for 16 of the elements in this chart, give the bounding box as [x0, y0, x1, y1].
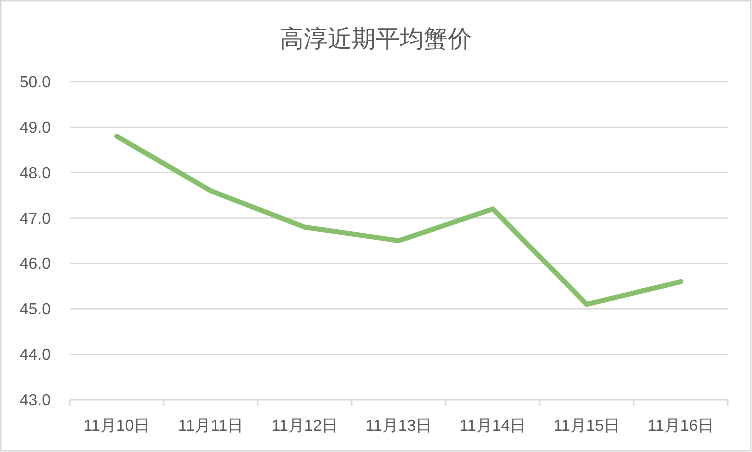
y-tick-label: 45.0 — [20, 302, 51, 319]
x-tick-label: 11月14日 — [460, 418, 526, 435]
x-tick-label: 11月12日 — [272, 418, 338, 435]
y-tick-label: 50.0 — [20, 74, 51, 92]
title: 高淳近期平均蟹价 — [280, 26, 472, 53]
y-tick-label: 46.0 — [20, 256, 51, 274]
x-tick-label: 11月13日 — [366, 418, 432, 435]
y-tick-label: 49.0 — [20, 120, 51, 137]
y-tick-label: 44.0 — [20, 347, 51, 364]
x-tick-label: 11月15日 — [554, 418, 620, 435]
x-tick-label: 11月11日 — [178, 418, 244, 435]
y-tick-label: 47.0 — [20, 210, 51, 228]
x-tick-label: 11月16日 — [648, 418, 714, 435]
y-tick-label: 43.0 — [20, 392, 51, 410]
y-tick-label: 48.0 — [20, 165, 51, 182]
x-tick-label: 11月10日 — [84, 418, 150, 435]
